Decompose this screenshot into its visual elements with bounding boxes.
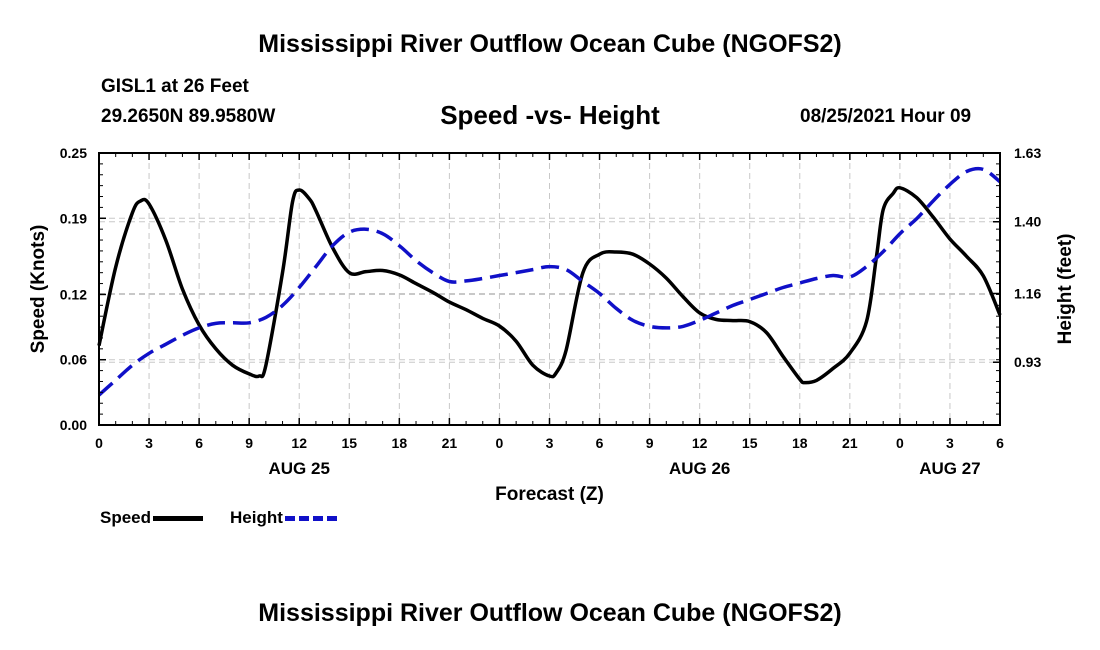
legend-speed-label: Speed — [100, 508, 152, 527]
forecast-datetime: 08/25/2021 Hour 09 — [800, 106, 972, 127]
date-label: AUG 26 — [669, 459, 730, 478]
y-left-tick-label: 0.12 — [60, 286, 87, 302]
page-footer-title: Mississippi River Outflow Ocean Cube (NG… — [258, 599, 842, 627]
y-right-tick-label: 0.93 — [1014, 354, 1041, 370]
x-tick-label: 18 — [392, 435, 408, 451]
x-tick-label: 12 — [291, 435, 307, 451]
y-left-axis-title: Speed (Knots) — [28, 225, 49, 354]
series-lines — [97, 166, 1002, 397]
legend-speed-swatch — [153, 516, 204, 522]
x-tick-label: 0 — [496, 435, 504, 451]
date-label: AUG 27 — [919, 459, 980, 478]
x-tick-label: 15 — [341, 435, 357, 451]
y-right-axis-title: Height (feet) — [1055, 234, 1076, 345]
x-axis-title: Forecast (Z) — [495, 484, 604, 505]
x-tick-label: 18 — [792, 435, 808, 451]
legend-height-swatch — [284, 516, 337, 522]
date-label: AUG 25 — [269, 459, 330, 478]
axis-ticks — [98, 152, 1001, 426]
legend-speed: Speed — [100, 508, 204, 528]
x-tick-label: 6 — [996, 435, 1004, 451]
x-tick-label: 3 — [145, 435, 153, 451]
axis-labels: 0 3 6 9 12 15 18 21 0 3 6 9 12 15 18 21 0 3 6 AUG 25 AUG 26 A… — [28, 145, 1076, 505]
grid — [99, 152, 1000, 425]
x-tick-label: 21 — [442, 435, 458, 451]
y-left-tick-label: 0.25 — [60, 145, 87, 161]
y-left-tick-label: 0.06 — [60, 352, 87, 368]
x-tick-label: 0 — [896, 435, 904, 451]
station-coordinates: 29.2650N 89.9580W — [101, 106, 276, 127]
y-right-tick-label: 1.63 — [1014, 145, 1041, 161]
x-tick-label: 9 — [245, 435, 253, 451]
legend-height: Height — [230, 508, 337, 528]
y-right-tick-label: 1.40 — [1014, 214, 1041, 230]
x-tick-label: 6 — [195, 435, 203, 451]
x-tick-label: 21 — [842, 435, 858, 451]
y-right-tick-label: 1.16 — [1014, 285, 1041, 301]
y-left-tick-label: 0.00 — [60, 417, 87, 433]
x-tick-label: 3 — [546, 435, 554, 451]
page-title: Mississippi River Outflow Ocean Cube (NG… — [258, 30, 842, 58]
x-tick-label: 15 — [742, 435, 758, 451]
chart-subtitle: Speed -vs- Height — [440, 100, 660, 130]
x-tick-label: 0 — [95, 435, 103, 451]
y-left-tick-label: 0.19 — [60, 210, 87, 226]
x-tick-label: 9 — [646, 435, 654, 451]
x-tick-label: 6 — [596, 435, 604, 451]
station-label: GISL1 at 26 Feet — [101, 76, 249, 97]
height-series-line — [97, 166, 1002, 397]
legend-height-label: Height — [230, 508, 283, 527]
x-tick-label: 3 — [946, 435, 954, 451]
x-tick-label: 12 — [692, 435, 708, 451]
speed-series-line — [97, 185, 1002, 385]
